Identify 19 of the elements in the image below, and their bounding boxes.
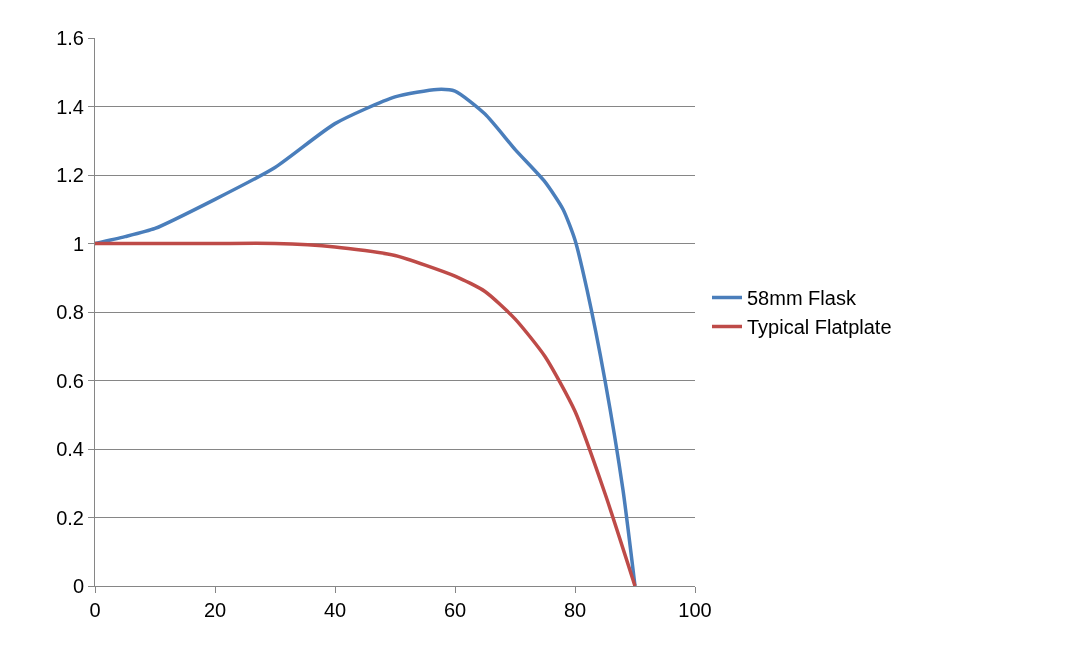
x-tick-label: 80 — [563, 599, 587, 621]
y-tick-label: 1.2 — [56, 164, 84, 186]
x-tick-label: 100 — [678, 599, 712, 621]
y-tick-label: 0.2 — [56, 506, 84, 529]
y-tick-label: 0.4 — [56, 438, 84, 460]
legend-label: Typical Flatplate — [747, 316, 892, 339]
line-series — [95, 241, 637, 586]
line-series — [95, 87, 637, 586]
y-tick-label: 1.4 — [56, 95, 84, 118]
y-tick-label: 0.8 — [56, 301, 84, 323]
y-tick-label: 1 — [72, 232, 84, 255]
x-tick-label: 40 — [323, 599, 347, 621]
y-tick-label: 1.6 — [56, 27, 84, 49]
y-tick-label: 0.6 — [56, 369, 84, 392]
x-tick-label: 60 — [443, 599, 467, 621]
y-tick-label: 0 — [72, 575, 84, 597]
x-tick-label: 0 — [89, 599, 101, 621]
x-tick-label: 20 — [203, 599, 227, 621]
legend-label: 58mm Flask — [747, 287, 857, 310]
